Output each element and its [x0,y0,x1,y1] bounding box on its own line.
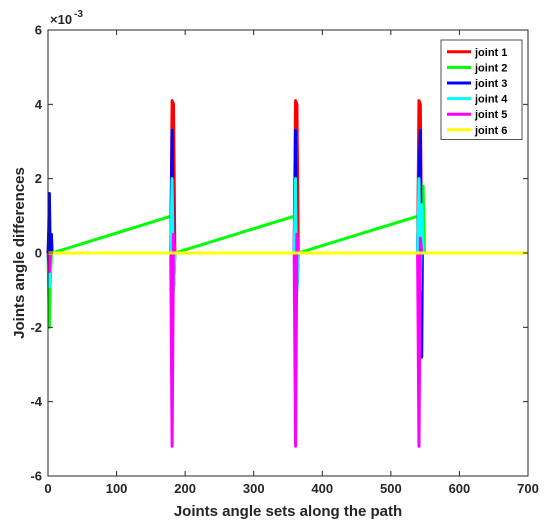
y-scale-exponent: -3 [74,9,83,20]
y-tick-label: 4 [35,97,43,112]
y-tick-label: -4 [30,394,42,409]
y-tick-label: 2 [35,171,42,186]
legend-label: joint 3 [474,78,507,90]
series-group [46,99,528,448]
y-tick-label: 0 [35,246,42,261]
legend-label: joint 6 [474,125,507,137]
x-tick-label: 400 [311,481,333,496]
x-tick-label: 600 [449,481,471,496]
x-tick-label: 200 [174,481,196,496]
legend-box [440,39,523,140]
y-tick-label: -6 [30,469,42,484]
legend-label: joint 1 [474,47,507,59]
legend-label: joint 2 [474,62,507,74]
x-tick-label: 700 [517,481,539,496]
series-line-joint-1 [48,99,528,255]
x-axis-title: Joints angle sets along the path [174,503,402,520]
y-scale-factor: ×10 [50,12,72,27]
x-tick-label: 300 [243,481,265,496]
x-tick-label: 0 [44,481,51,496]
legend-label: joint 5 [474,109,507,121]
legend: joint 1 joint 2 joint 3 joint 4 joint 5 joint… [440,39,523,140]
y-tick-label: -2 [30,320,42,335]
x-tick-label: 100 [106,481,128,496]
y-axis-title: Joints angle differences [11,167,28,339]
x-tick-label: 500 [380,481,402,496]
tick-group: 0 100 200 300 400 500 600 700 -6 -4 -2 0 2 4 6 [30,23,538,497]
legend-label: joint 4 [474,94,508,106]
y-tick-label: 6 [35,23,42,38]
